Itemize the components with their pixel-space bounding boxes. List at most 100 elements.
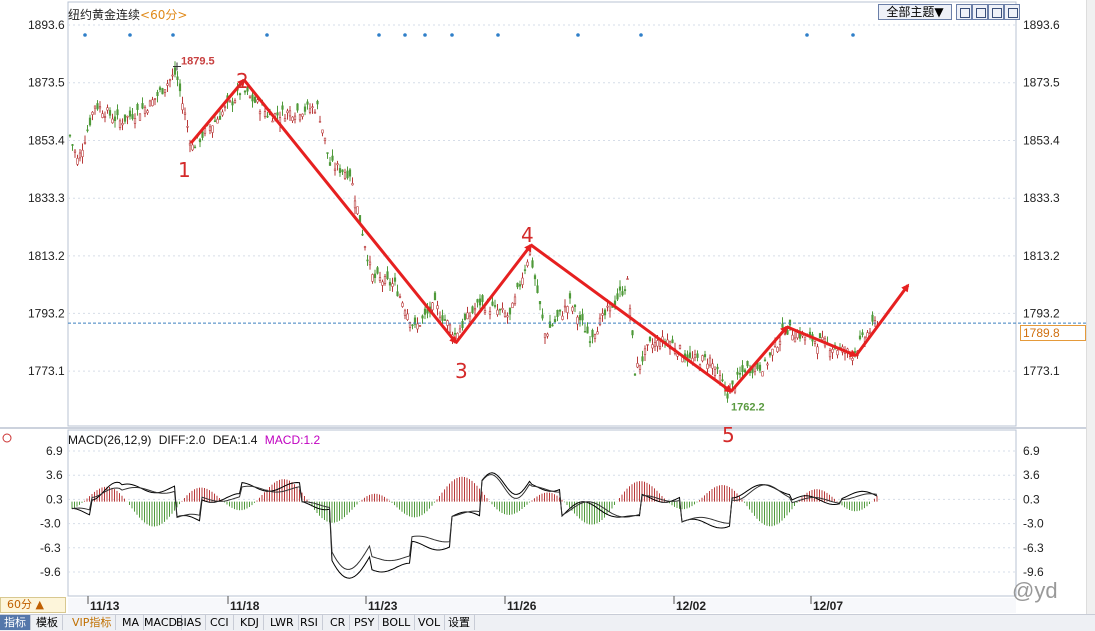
candle-body: [736, 371, 739, 375]
indicator-tab[interactable]: VOL: [414, 615, 446, 630]
candle-body: [636, 363, 639, 368]
candle-body: [383, 276, 387, 284]
candle-body: [738, 373, 742, 375]
wave-label-4: 4: [521, 223, 534, 247]
wave-arrow: [729, 325, 789, 393]
candle-body: [391, 283, 394, 287]
candle-body: [608, 303, 612, 312]
candle-body: [381, 281, 384, 286]
candle-body: [193, 146, 197, 149]
indicator-tab[interactable]: 模板: [32, 615, 63, 630]
candle-body: [351, 183, 354, 186]
indicator-tab[interactable]: BIAS: [172, 615, 207, 630]
candle-body: [123, 114, 127, 122]
candle-body: [373, 273, 377, 278]
theme-dropdown-button[interactable]: 全部主题▼: [878, 4, 952, 20]
candle-body: [276, 112, 279, 116]
indicator-tab[interactable]: RSI: [296, 615, 323, 630]
candle-body: [591, 329, 594, 338]
indicator-tab[interactable]: CCI: [206, 615, 234, 630]
candle-body: [596, 331, 599, 335]
candle-body: [558, 309, 562, 312]
candle-body: [401, 302, 404, 307]
candle-body: [323, 137, 327, 141]
macd-axis-label-left: 0.3: [46, 492, 63, 506]
candle-body: [221, 111, 224, 116]
macd-readout: MACD(26,12,9) DIFF:2.0 DEA:1.4 MACD:1.2: [68, 433, 324, 447]
candle-body: [433, 292, 437, 301]
layout-grid-icon[interactable]: [956, 4, 972, 20]
price-axis-label-right: 1793.2: [1023, 306, 1060, 320]
candle-body: [538, 301, 542, 305]
indicator-tab[interactable]: BOLL: [378, 615, 416, 630]
price-axis-label-left: 1773.1: [28, 364, 65, 378]
candle-body: [778, 340, 782, 345]
candle-body: [868, 331, 872, 334]
candle-body: [511, 302, 514, 309]
indicator-tab[interactable]: LWR: [266, 615, 299, 630]
candle-body: [653, 342, 657, 347]
candle-body: [593, 334, 597, 339]
candle-body: [526, 261, 529, 267]
candle-body: [371, 274, 374, 282]
candle-body: [703, 354, 707, 358]
candle-body: [293, 115, 297, 120]
period-selector[interactable]: 60分 ▲: [0, 597, 66, 613]
indicator-tab[interactable]: PSY: [350, 615, 380, 630]
candle-body: [501, 308, 504, 311]
indicator-tab[interactable]: CR: [326, 615, 351, 630]
wave-arrow: [786, 325, 858, 357]
candle-body: [346, 170, 349, 179]
candle-body: [693, 354, 697, 358]
candle-body: [343, 172, 347, 179]
candle-body: [216, 118, 219, 124]
candle-body: [521, 277, 524, 285]
layout-split-icon[interactable]: [972, 4, 988, 20]
candle-body: [313, 111, 317, 114]
candle-body: [761, 371, 764, 377]
candle-body: [116, 109, 119, 116]
indicator-tab[interactable]: 设置: [444, 615, 475, 630]
candle-body: [601, 313, 604, 316]
indicator-tab[interactable]: MA: [118, 615, 145, 630]
candle-body: [173, 67, 177, 75]
indicator-tab[interactable]: MACD: [140, 615, 182, 630]
layout-panel-icon[interactable]: [1004, 4, 1020, 20]
candle-body: [851, 357, 854, 361]
candle-body: [171, 74, 174, 77]
indicator-tab[interactable]: VIP指标: [68, 615, 117, 630]
candle-body: [108, 110, 112, 116]
candle-body: [706, 363, 709, 370]
candle-body: [763, 359, 767, 362]
candle-body: [308, 108, 312, 113]
candle-body: [136, 104, 139, 110]
period-indicator[interactable]: <60分>: [140, 8, 188, 22]
candle-body: [423, 308, 427, 315]
candle-body: [478, 298, 482, 306]
candle-body: [656, 340, 659, 347]
candle-body: [658, 346, 662, 349]
layout-bars-icon[interactable]: [988, 4, 1004, 20]
candle-body: [101, 113, 104, 118]
macd-axis-label-left: -6.3: [40, 541, 61, 555]
candle-body: [551, 324, 554, 327]
candle-body: [516, 282, 519, 288]
candle-body: [776, 347, 779, 352]
candle-body: [721, 379, 724, 382]
candle-body: [341, 169, 344, 173]
candle-body: [311, 106, 314, 108]
candle-body: [146, 110, 149, 114]
candle-body: [258, 111, 262, 115]
wave-arrow: [189, 78, 246, 145]
wave-label-3: 3: [455, 359, 468, 383]
indicator-tab[interactable]: 指标: [0, 615, 31, 630]
candle-body: [576, 316, 579, 325]
price-axis-label-left: 1833.3: [28, 191, 65, 205]
signal-dot: [805, 33, 809, 37]
candle-body: [831, 348, 834, 353]
candle-body: [81, 149, 84, 157]
indicator-tab-bar: 指标 模板 VIP指标 MA MACD BIAS CCI KDJ LWR RSI CR PSY BOLL…: [0, 614, 1095, 631]
indicator-tab[interactable]: KDJ: [236, 615, 264, 630]
candle-body: [471, 306, 474, 314]
macd-axis-label-right: -9.6: [1023, 565, 1044, 579]
